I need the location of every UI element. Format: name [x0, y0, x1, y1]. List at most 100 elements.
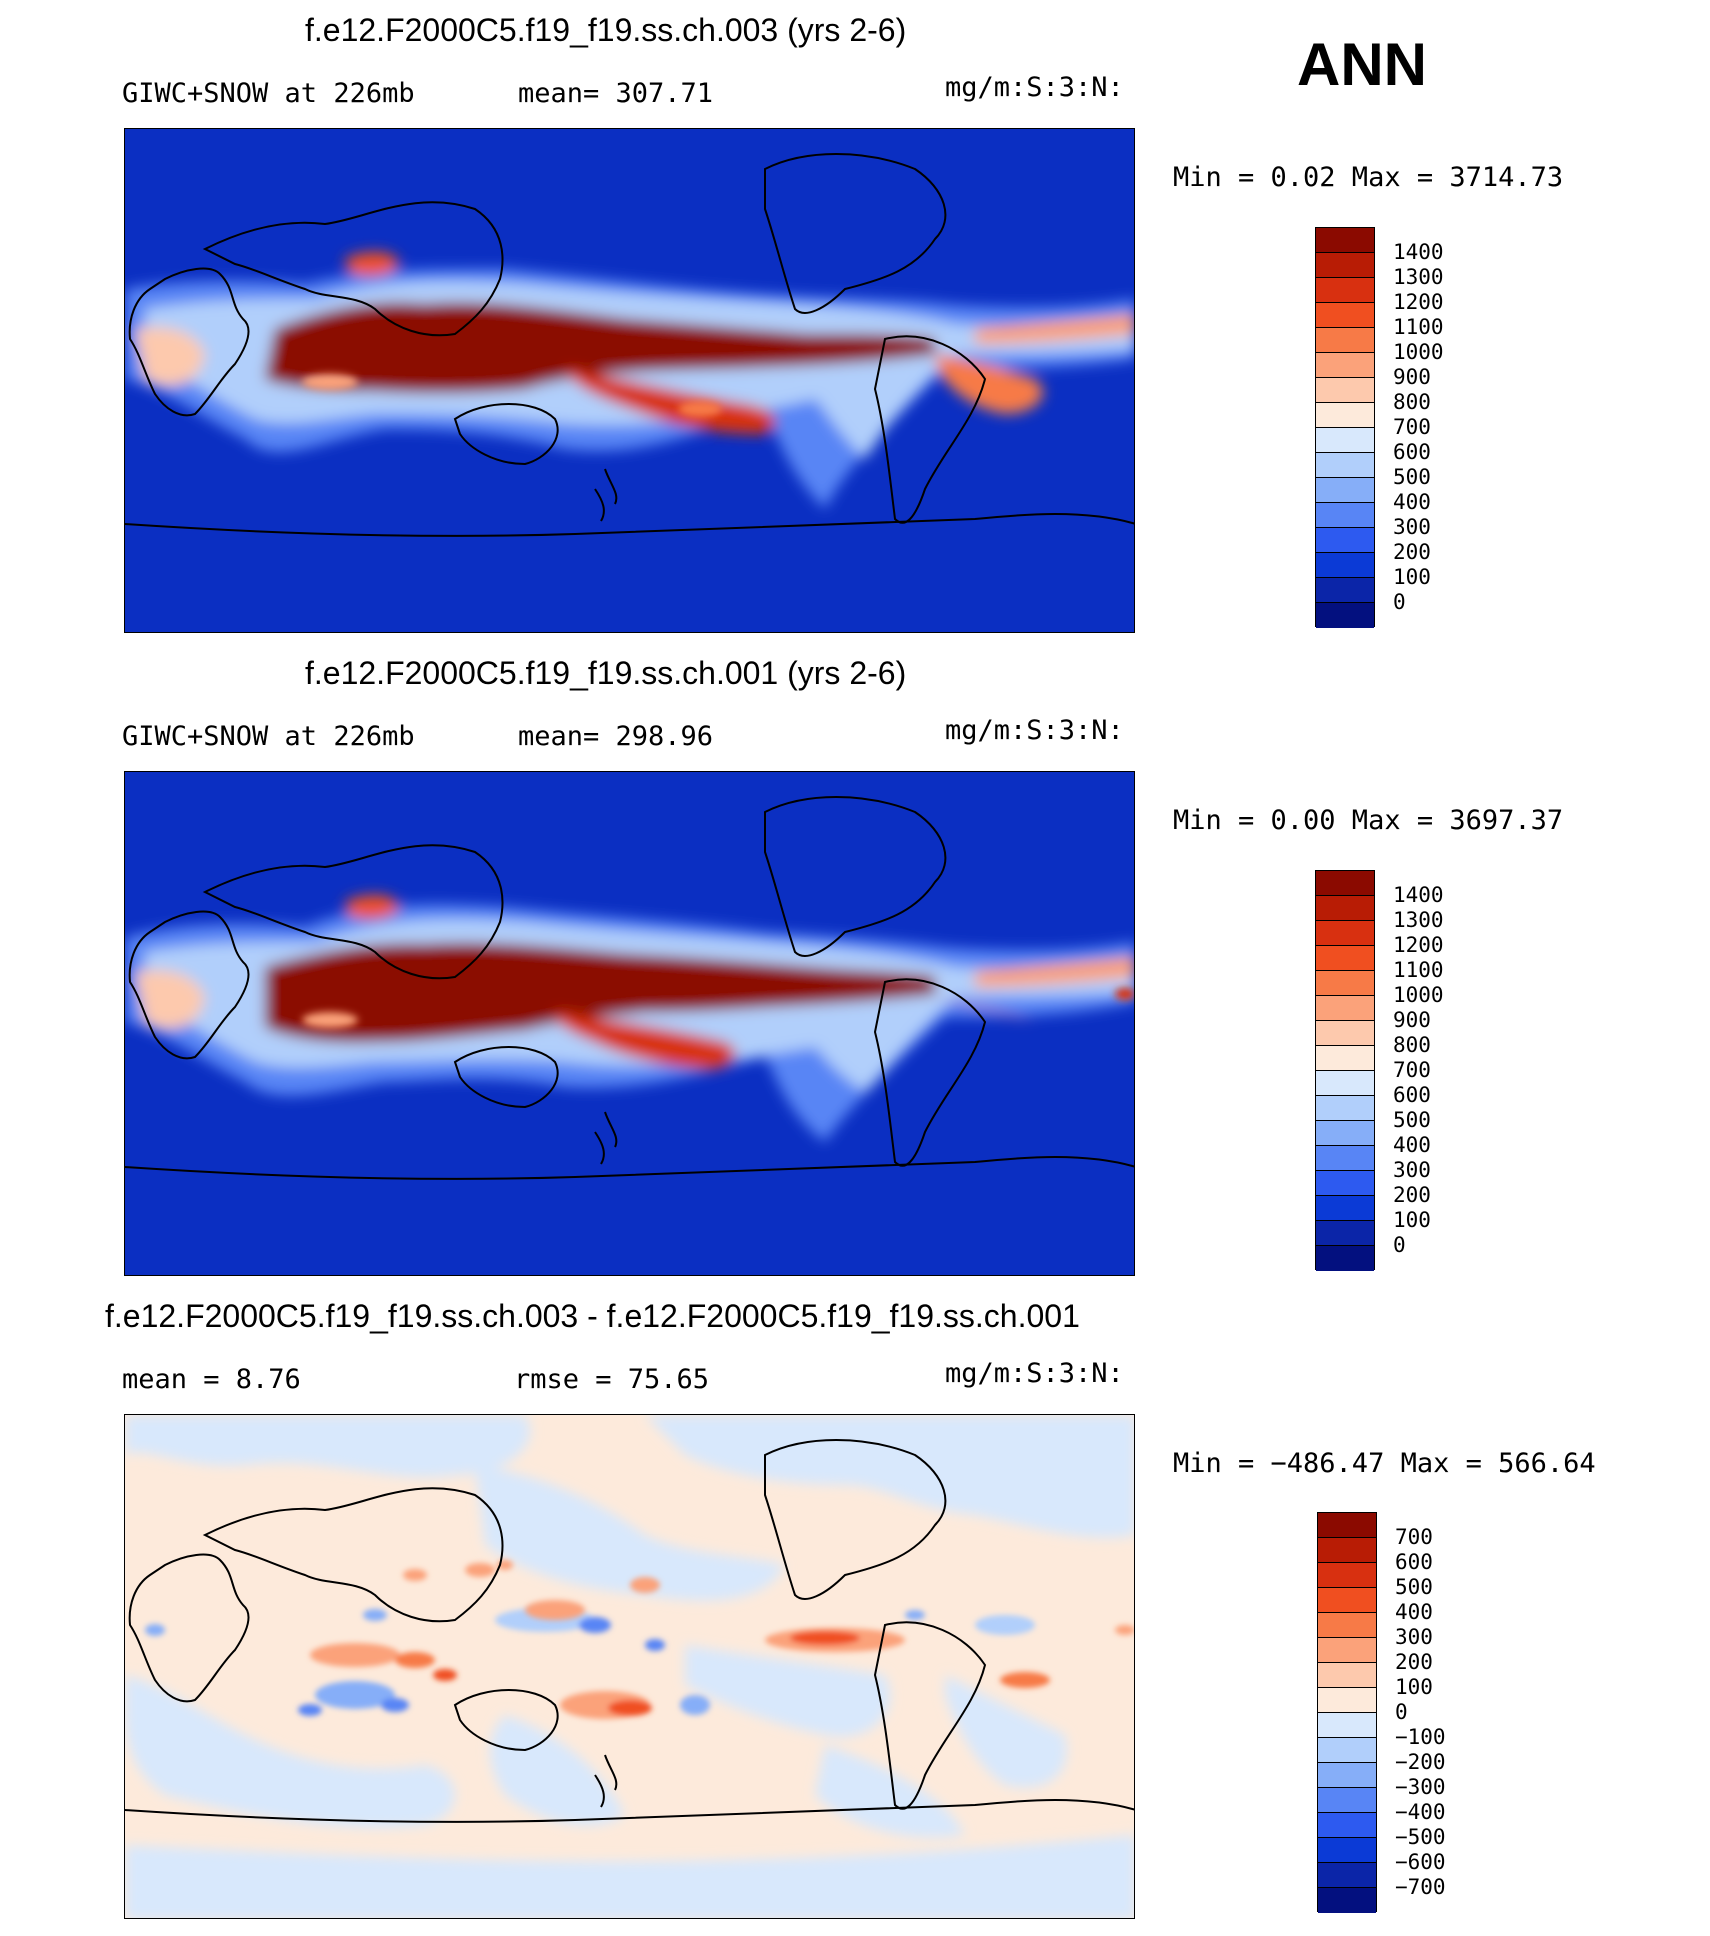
panel-2-variable-label: GIWC+SNOW at 226mb [122, 721, 415, 752]
colorbar-segment [1316, 253, 1374, 278]
colorbar-tick-label: 1200 [1393, 290, 1444, 314]
panel-1-variable-label: GIWC+SNOW at 226mb [122, 78, 415, 109]
colorbar-tick-label: 0 [1393, 1233, 1406, 1257]
colorbar-segment [1316, 1071, 1374, 1096]
colorbar-tick-label: 1400 [1393, 240, 1444, 264]
colorbar-segment [1318, 1613, 1376, 1638]
colorbar-segment [1318, 1888, 1376, 1913]
colorbar-segment [1316, 1121, 1374, 1146]
colorbar-segment [1316, 971, 1374, 996]
colorbar-segment [1318, 1838, 1376, 1863]
panel-1-units-label: mg/m:S:3:N: [945, 72, 1124, 103]
colorbar-tick-label: 400 [1393, 1133, 1431, 1157]
colorbar-tick-label: 100 [1395, 1675, 1433, 1699]
colorbar-segment [1316, 428, 1374, 453]
colorbar-segment [1316, 1171, 1374, 1196]
colorbar-segment [1316, 996, 1374, 1021]
colorbar-segment [1316, 503, 1374, 528]
panel-2-map [124, 771, 1135, 1276]
colorbar-tick-label: 500 [1393, 465, 1431, 489]
colorbar-tick-label: 300 [1393, 515, 1431, 539]
colorbar-segment [1318, 1738, 1376, 1763]
colorbar-segment [1316, 528, 1374, 553]
panel-1-mean-label: mean= 307.71 [518, 78, 714, 109]
colorbar-tick-label: 700 [1393, 1058, 1431, 1082]
colorbar-tick-label: 200 [1393, 1183, 1431, 1207]
colorbar-tick-label: 100 [1393, 1208, 1431, 1232]
colorbar-segment [1316, 278, 1374, 303]
colorbar-segment [1316, 578, 1374, 603]
panel-2-field [125, 895, 1134, 1142]
colorbar-segment [1316, 303, 1374, 328]
colorbar-tick-label: 200 [1395, 1650, 1433, 1674]
panel-3-blue-anomalies [145, 1608, 1035, 1716]
colorbar-segment [1316, 921, 1374, 946]
colorbar-tick-label: 600 [1393, 1083, 1431, 1107]
colorbar-segment [1316, 1096, 1374, 1121]
colorbar-segment [1318, 1763, 1376, 1788]
panel-2-coastlines [125, 796, 1134, 1180]
colorbar-tick-label: −100 [1395, 1725, 1446, 1749]
panel-1-colorbar [1315, 227, 1375, 628]
panel-2-units-label: mg/m:S:3:N: [945, 715, 1124, 746]
colorbar-segment [1316, 353, 1374, 378]
colorbar-segment [1318, 1638, 1376, 1663]
colorbar-tick-label: 800 [1393, 390, 1431, 414]
colorbar-tick-label: 1000 [1393, 983, 1444, 1007]
season-label: ANN [1297, 31, 1427, 98]
colorbar-tick-label: 900 [1393, 1008, 1431, 1032]
colorbar-segment [1318, 1688, 1376, 1713]
colorbar-segment [1316, 603, 1374, 628]
colorbar-segment [1316, 378, 1374, 403]
colorbar-tick-label: 300 [1393, 1158, 1431, 1182]
colorbar-tick-label: 800 [1393, 1033, 1431, 1057]
colorbar-segment [1318, 1588, 1376, 1613]
panel-3-title: f.e12.F2000C5.f19_f19.ss.ch.003 - f.e12.… [105, 1298, 1080, 1334]
panel-1-inner-highlights [302, 374, 722, 417]
colorbar-segment [1318, 1863, 1376, 1888]
panel-3-units-label: mg/m:S:3:N: [945, 1358, 1124, 1389]
colorbar-segment [1318, 1713, 1376, 1738]
panel-3-red-anomalies [310, 1560, 1134, 1719]
colorbar-segment [1316, 1046, 1374, 1071]
colorbar-tick-label: 200 [1393, 540, 1431, 564]
panel-3-light-blue-regions [125, 1415, 1134, 1918]
panel-1-minmax-label: Min = 0.02 Max = 3714.73 [1173, 162, 1564, 193]
colorbar-tick-label: 1300 [1393, 908, 1444, 932]
colorbar-segment [1316, 553, 1374, 578]
colorbar-segment [1316, 403, 1374, 428]
panel-2-minmax-label: Min = 0.00 Max = 3697.37 [1173, 805, 1564, 836]
colorbar-tick-label: 1400 [1393, 883, 1444, 907]
panel-3-colorbar [1317, 1512, 1377, 1913]
panel-1-map [124, 128, 1135, 633]
panel-3-mean-label: mean = 8.76 [122, 1364, 301, 1395]
panel-1-field [125, 252, 1134, 509]
colorbar-tick-label: 1200 [1393, 933, 1444, 957]
colorbar-tick-label: 1300 [1393, 265, 1444, 289]
colorbar-segment [1318, 1513, 1376, 1538]
panel-2-mean-label: mean= 298.96 [518, 721, 714, 752]
colorbar-segment [1316, 453, 1374, 478]
colorbar-segment [1316, 896, 1374, 921]
panel-2-colorbar [1315, 870, 1375, 1271]
colorbar-tick-label: 500 [1393, 1108, 1431, 1132]
colorbar-segment [1316, 1146, 1374, 1171]
panel-3-coastlines [125, 1439, 1134, 1823]
colorbar-segment [1316, 478, 1374, 503]
colorbar-tick-label: 1100 [1393, 958, 1444, 982]
panel-3-minmax-label: Min = −486.47 Max = 566.64 [1173, 1448, 1596, 1479]
colorbar-tick-label: 600 [1395, 1550, 1433, 1574]
colorbar-tick-label: 900 [1393, 365, 1431, 389]
colorbar-tick-label: −400 [1395, 1800, 1446, 1824]
colorbar-tick-label: −600 [1395, 1850, 1446, 1874]
colorbar-segment [1316, 228, 1374, 253]
colorbar-tick-label: 500 [1395, 1575, 1433, 1599]
colorbar-segment [1318, 1788, 1376, 1813]
colorbar-segment [1316, 1021, 1374, 1046]
colorbar-tick-label: 600 [1393, 440, 1431, 464]
colorbar-tick-label: −300 [1395, 1775, 1446, 1799]
panel-1-title: f.e12.F2000C5.f19_f19.ss.ch.003 (yrs 2-6… [305, 12, 907, 48]
colorbar-tick-label: 0 [1393, 590, 1406, 614]
colorbar-segment [1318, 1538, 1376, 1563]
panel-3-map [124, 1414, 1135, 1919]
